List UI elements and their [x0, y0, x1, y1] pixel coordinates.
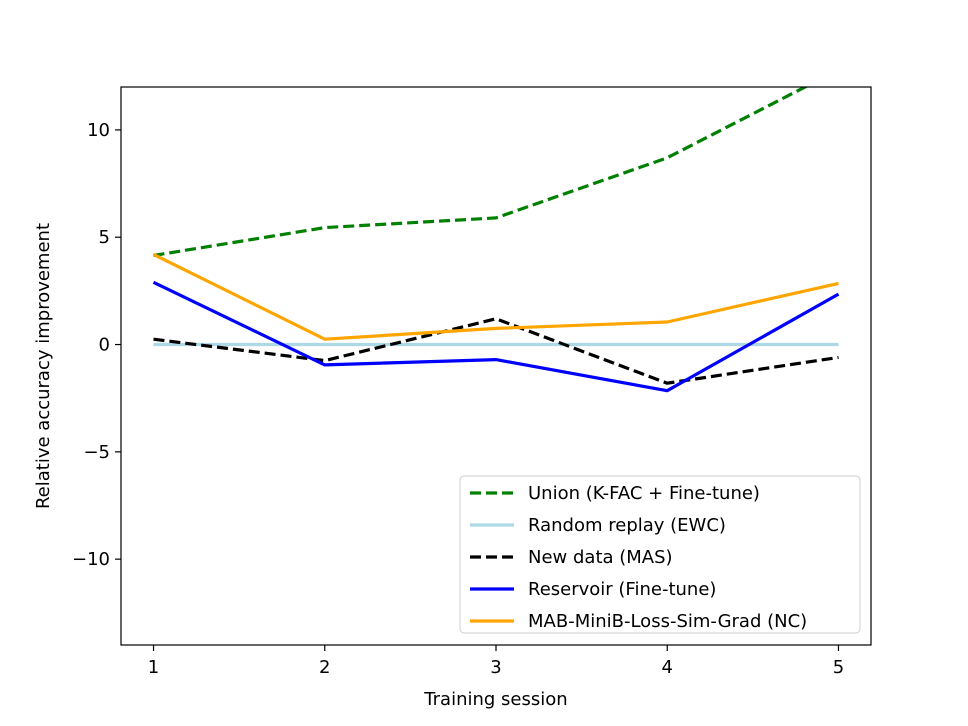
x-axis: 1 2 3 4 5 [148, 645, 844, 678]
series-line-5 [152, 252, 839, 341]
series-line-4 [152, 280, 840, 393]
x-tick-label: 4 [662, 657, 673, 678]
y-axis: −10 −5 0 5 10 [72, 120, 121, 570]
x-tick-label: 1 [148, 657, 159, 678]
series-line-3 [153, 317, 839, 385]
series-layer [152, 87, 840, 393]
y-tick-label: 10 [87, 120, 110, 141]
y-tick-label: 0 [99, 335, 110, 356]
legend: Union (K-FAC + Fine-tune) Random replay (… [459, 475, 861, 634]
legend-label-5: MAB-MiniB-Loss-Sim-Grad (NC) [528, 611, 807, 632]
legend-label-1: Union (K-FAC + Fine-tune) [528, 483, 760, 504]
x-tick-label: 3 [490, 657, 501, 678]
legend-frame [459, 475, 861, 634]
x-axis-label: Training session [423, 689, 567, 710]
y-tick-label: 5 [99, 227, 110, 248]
x-tick-label: 2 [319, 657, 330, 678]
y-tick-label: −5 [83, 442, 110, 463]
series-line-1 [153, 87, 809, 258]
legend-label-2: Random replay (EWC) [528, 515, 726, 536]
y-tick-label: −10 [72, 549, 110, 570]
legend-label-3: New data (MAS) [528, 547, 673, 568]
x-tick-label: 5 [833, 657, 844, 678]
legend-label-4: Reservoir (Fine-tune) [528, 579, 716, 600]
y-axis-label: Relative accuracy improvement [33, 223, 54, 509]
